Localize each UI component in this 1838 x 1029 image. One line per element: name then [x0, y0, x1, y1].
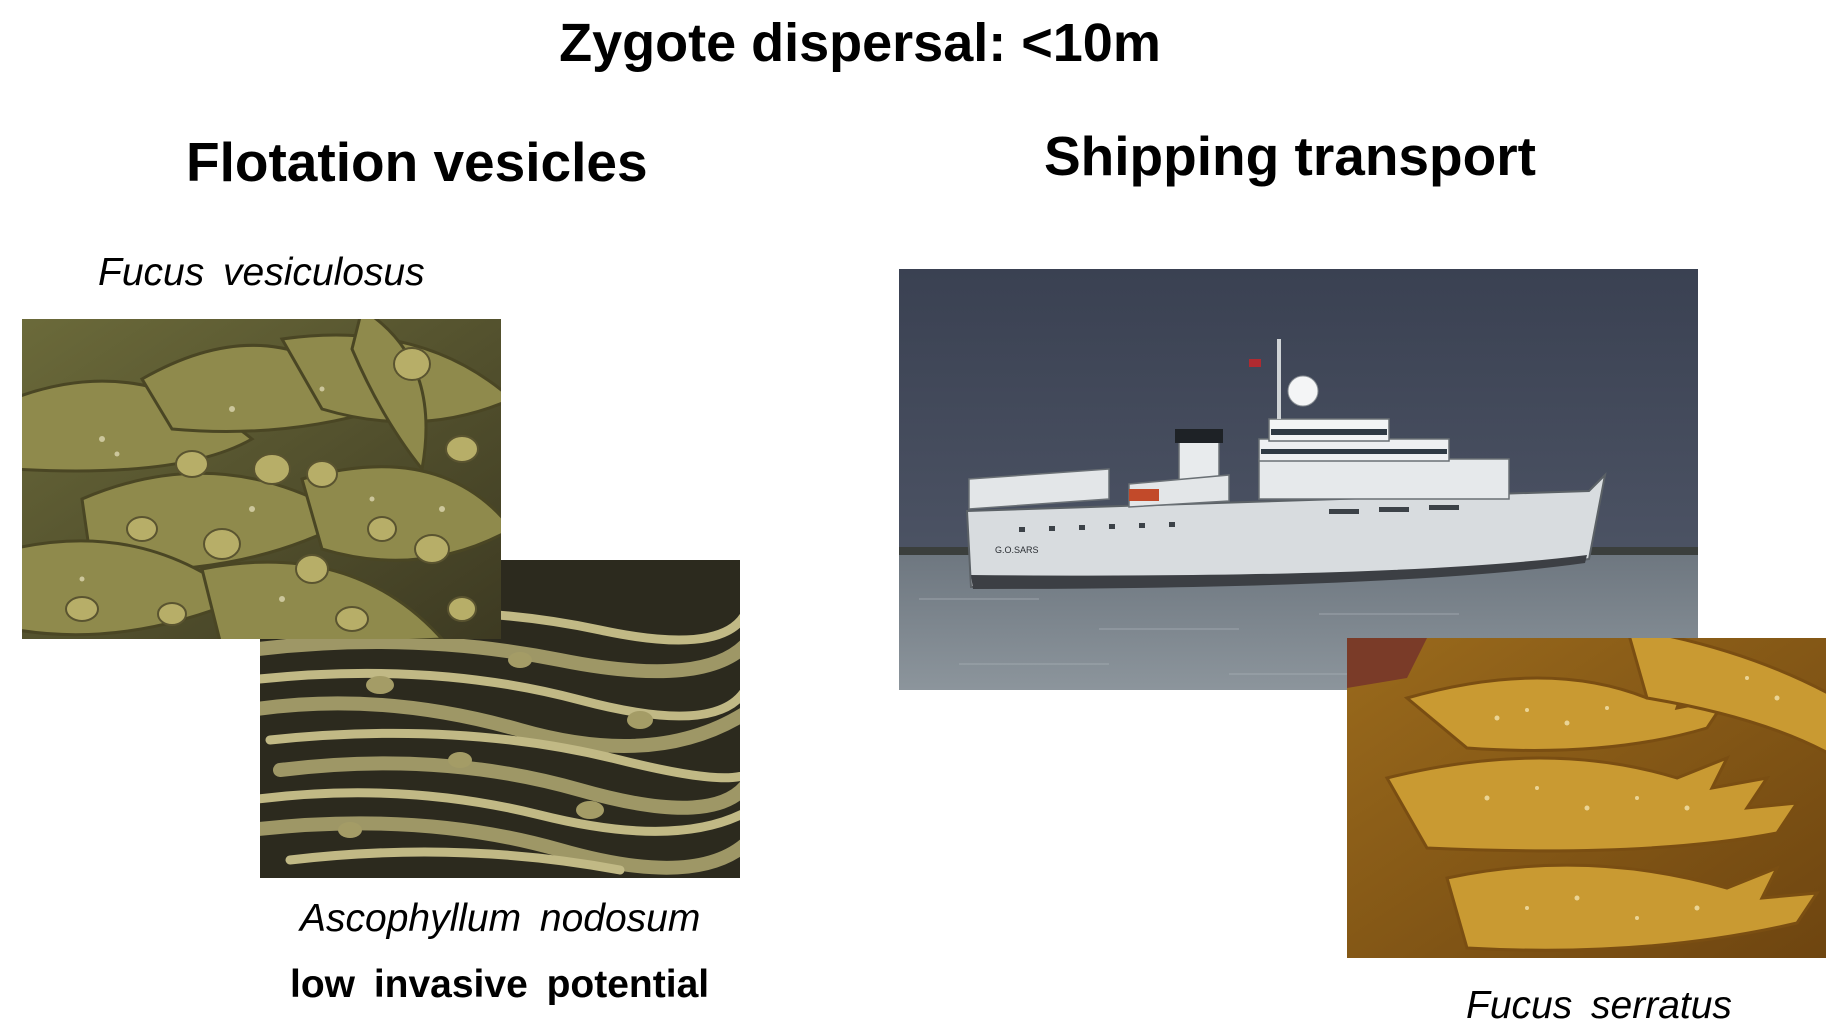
- ship-name-label: G.O.SARS: [995, 545, 1039, 555]
- heading-flotation-vesicles: Flotation vesicles: [186, 131, 648, 193]
- research-ship-photo: G.O.SARS: [899, 269, 1698, 690]
- caption-fucus-serratus: Fucus serratus: [1466, 984, 1732, 1027]
- invasive-potential-note: low invasive potential: [290, 963, 710, 1006]
- slide-title: Zygote dispersal: <10m: [559, 13, 1161, 73]
- caption-fucus-vesiculosus: Fucus vesiculosus: [98, 251, 425, 294]
- caption-ascophyllum-nodosum: Ascophyllum nodosum: [300, 897, 701, 940]
- fucus-vesiculosus-photo: [22, 319, 501, 639]
- heading-shipping-transport: Shipping transport: [1044, 125, 1536, 187]
- fucus-serratus-photo: [1347, 638, 1826, 958]
